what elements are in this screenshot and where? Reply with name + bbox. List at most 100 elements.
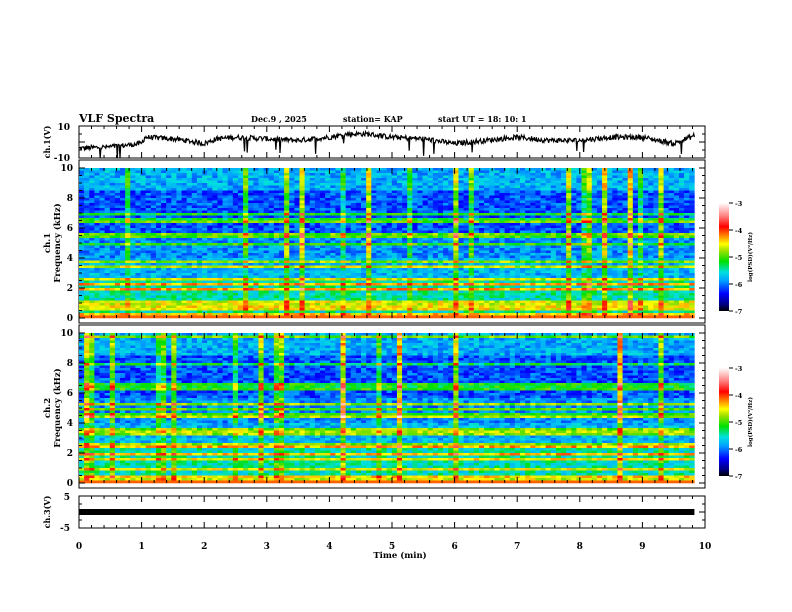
- spectrogram-cell: [479, 176, 484, 179]
- spectrogram-cell: [623, 211, 628, 214]
- spectrogram-cell: [443, 208, 448, 211]
- spectrogram-cell: [233, 238, 238, 241]
- spectrogram-cell: [382, 261, 387, 264]
- spectrogram-cell: [274, 206, 279, 209]
- spectrogram-cell: [351, 178, 356, 181]
- spectrogram-cell: [310, 223, 315, 226]
- spectrogram-cell: [602, 188, 607, 191]
- spectrogram-cell: [387, 268, 392, 271]
- spectrogram-cell: [612, 213, 617, 216]
- spectrogram-cell: [151, 243, 156, 246]
- spectrogram-cell: [120, 206, 125, 209]
- spectrogram-cell: [310, 183, 315, 186]
- spectrogram-cell: [417, 228, 422, 231]
- spectrogram-cell: [105, 186, 110, 189]
- spectrogram-cell: [217, 178, 222, 181]
- spectrogram-cell: [664, 266, 669, 269]
- spectrogram-cell: [284, 238, 289, 241]
- spectrogram-cell: [376, 238, 381, 241]
- spectrogram-cell: [310, 256, 315, 259]
- spectrogram-cell: [238, 176, 243, 179]
- spectrogram-cell: [525, 186, 530, 189]
- spectrogram-cell: [669, 213, 674, 216]
- spectrogram-cell: [674, 183, 679, 186]
- spectrogram-cell: [274, 173, 279, 176]
- spectrogram-cell: [110, 266, 115, 269]
- spectrogram-cell: [392, 176, 397, 179]
- spectrogram-cell: [664, 246, 669, 249]
- spectrogram-cell: [253, 251, 258, 254]
- spectrogram-cell: [684, 251, 689, 254]
- spectrogram-cell: [541, 231, 546, 234]
- spectrogram-cell: [135, 261, 140, 264]
- spectrogram-cell: [412, 216, 417, 219]
- spectrogram-cell: [300, 243, 305, 246]
- spectrogram-cell: [366, 176, 371, 179]
- spectrogram-cell: [453, 258, 458, 261]
- spectrogram-cell: [94, 218, 99, 221]
- spectrogram-cell: [294, 203, 299, 206]
- spectrogram-cell: [474, 171, 479, 174]
- spectrogram-cell: [597, 223, 602, 226]
- spectrogram-cell: [602, 246, 607, 249]
- spectrogram-cell: [597, 218, 602, 221]
- spectrogram-cell: [489, 181, 494, 184]
- spectrogram-cell: [197, 251, 202, 254]
- spectrogram-cell: [315, 236, 320, 239]
- spectrogram-cell: [151, 203, 156, 206]
- spectrogram-cell: [289, 173, 294, 176]
- spectrogram-cell: [105, 228, 110, 231]
- spectrogram-cell: [587, 196, 592, 199]
- spectrogram-cell: [187, 176, 192, 179]
- spectrogram-cell: [341, 181, 346, 184]
- spectrogram-cell: [505, 196, 510, 199]
- spectrogram-cell: [669, 231, 674, 234]
- spectrogram-cell: [248, 228, 253, 231]
- spectrogram-cell: [258, 203, 263, 206]
- spectrogram-cell: [458, 251, 463, 254]
- spectrogram-cell: [530, 173, 535, 176]
- spectrogram-cell: [489, 206, 494, 209]
- spectrogram-cell: [530, 228, 535, 231]
- spectrogram-cell: [105, 198, 110, 201]
- spectrogram-cell: [648, 221, 653, 224]
- spectrogram-cell: [351, 263, 356, 266]
- spectrogram-cell: [89, 226, 94, 229]
- spectrogram-cell: [428, 188, 433, 191]
- spectrogram-cell: [423, 253, 428, 256]
- spectrogram-cell: [653, 211, 658, 214]
- spectrogram-cell: [223, 198, 228, 201]
- spectrogram-cell: [335, 203, 340, 206]
- spectrogram-cell: [223, 241, 228, 244]
- spectrogram-cell: [356, 218, 361, 221]
- spectrogram-cell: [341, 211, 346, 214]
- spectrogram-cell: [623, 196, 628, 199]
- spectrogram-cell: [628, 236, 633, 239]
- spectrogram-cell: [464, 221, 469, 224]
- spectrogram-cell: [541, 208, 546, 211]
- spectrogram-cell: [607, 256, 612, 259]
- spectrogram-cell: [274, 243, 279, 246]
- spectrogram-cell: [228, 208, 233, 211]
- spectrogram-cell: [212, 246, 217, 249]
- spectrogram-cell: [515, 203, 520, 206]
- spectrogram-cell: [376, 268, 381, 271]
- spectrogram-cell: [479, 196, 484, 199]
- spectrogram-cell: [582, 201, 587, 204]
- spectrogram-cell: [433, 223, 438, 226]
- spectrogram-cell: [182, 261, 187, 264]
- spectrogram-cell: [197, 191, 202, 194]
- spectrogram-cell: [474, 191, 479, 194]
- spectrogram-cell: [592, 233, 597, 236]
- spectrogram-cell: [607, 216, 612, 219]
- spectrogram-cell: [294, 221, 299, 224]
- spectrogram-cell: [187, 206, 192, 209]
- spectrogram-cell: [664, 218, 669, 221]
- spectrogram-cell: [161, 208, 166, 211]
- spectrogram-cell: [366, 258, 371, 261]
- spectrogram-cell: [623, 218, 628, 221]
- spectrogram-cell: [541, 186, 546, 189]
- spectrogram-cell: [551, 206, 556, 209]
- spectrogram-cell: [535, 266, 540, 269]
- spectrogram-cell: [202, 201, 207, 204]
